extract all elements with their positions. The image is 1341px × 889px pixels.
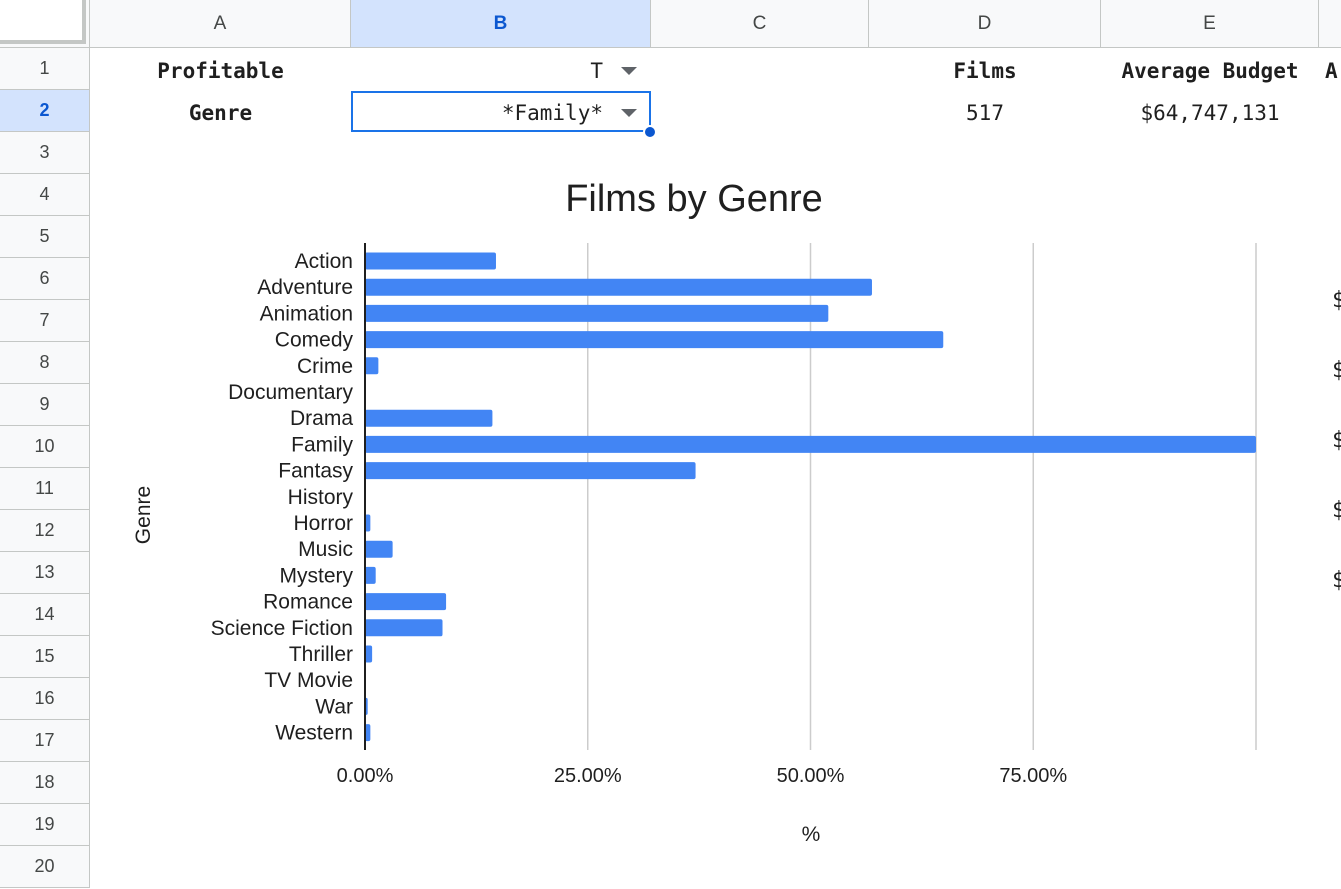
x-tick-label: 50.00% bbox=[777, 765, 845, 787]
column-header-d[interactable]: D bbox=[869, 0, 1101, 48]
offscreen-label-fragment: $ bbox=[1332, 568, 1341, 593]
bar-science-fiction[interactable] bbox=[365, 619, 443, 637]
category-label: Horror bbox=[293, 512, 353, 535]
row-header-5[interactable]: 5 bbox=[0, 216, 90, 258]
category-label: TV Movie bbox=[264, 669, 353, 692]
category-label: Documentary bbox=[228, 381, 353, 404]
category-label: Science Fiction bbox=[211, 617, 353, 640]
category-label: Western bbox=[275, 722, 353, 745]
category-label: Music bbox=[298, 538, 353, 561]
row-header-18[interactable]: 18 bbox=[0, 762, 90, 804]
column-header-e[interactable]: E bbox=[1101, 0, 1319, 48]
category-label: Drama bbox=[290, 407, 353, 430]
bar-fantasy[interactable] bbox=[365, 462, 696, 480]
fill-handle[interactable] bbox=[643, 125, 657, 139]
row-header-3[interactable]: 3 bbox=[0, 132, 90, 174]
row-header-10[interactable]: 10 bbox=[0, 426, 90, 468]
column-header-b[interactable]: B bbox=[351, 0, 651, 48]
bar-war[interactable] bbox=[365, 697, 368, 715]
bar-thriller[interactable] bbox=[365, 645, 373, 663]
row-header-9[interactable]: 9 bbox=[0, 384, 90, 426]
bar-crime[interactable] bbox=[365, 357, 379, 375]
offscreen-label-fragment: $ bbox=[1332, 288, 1341, 313]
cell-b2[interactable]: *Family* bbox=[351, 92, 651, 134]
row-header-15[interactable]: 15 bbox=[0, 636, 90, 678]
cell-d2[interactable]: 517 bbox=[966, 101, 1004, 125]
cell-a2[interactable]: Genre bbox=[188, 101, 253, 125]
bar-animation[interactable] bbox=[365, 304, 829, 322]
bar-drama[interactable] bbox=[365, 409, 493, 427]
row-header-4[interactable]: 4 bbox=[0, 174, 90, 216]
offscreen-label-fragment: $ bbox=[1332, 498, 1341, 523]
row-header-2[interactable]: 2 bbox=[0, 90, 90, 132]
cell-e2[interactable]: $64,747,131 bbox=[1140, 101, 1280, 125]
dropdown-arrow-icon[interactable] bbox=[621, 67, 637, 75]
bar-action[interactable] bbox=[365, 252, 496, 270]
cell-a1[interactable]: Profitable bbox=[157, 59, 284, 83]
bar-comedy[interactable] bbox=[365, 331, 944, 349]
category-label: Comedy bbox=[275, 329, 354, 352]
bar-family[interactable] bbox=[365, 435, 1256, 453]
category-label: Romance bbox=[263, 591, 353, 614]
row-header-12[interactable]: 12 bbox=[0, 510, 90, 552]
bar-romance[interactable] bbox=[365, 593, 447, 611]
category-label: War bbox=[315, 695, 353, 718]
cell-f1[interactable]: A bbox=[1325, 59, 1338, 83]
category-label: Adventure bbox=[257, 276, 353, 299]
cell-e1[interactable]: Average Budget bbox=[1121, 59, 1299, 83]
row-header-14[interactable]: 14 bbox=[0, 594, 90, 636]
category-label: History bbox=[288, 486, 354, 509]
row-header-19[interactable]: 19 bbox=[0, 804, 90, 846]
row-header-8[interactable]: 8 bbox=[0, 342, 90, 384]
row-header-6[interactable]: 6 bbox=[0, 258, 90, 300]
category-label: Animation bbox=[260, 302, 353, 325]
select-all-corner[interactable] bbox=[0, 0, 90, 48]
row-header-1[interactable]: 1 bbox=[0, 48, 90, 90]
row-header-13[interactable]: 13 bbox=[0, 552, 90, 594]
cell-b1-value: T bbox=[590, 59, 603, 83]
bar-horror[interactable] bbox=[365, 514, 371, 532]
category-label: Crime bbox=[297, 355, 353, 378]
cell-b2-value: *Family* bbox=[501, 101, 603, 125]
chart-title: Films by Genre bbox=[565, 178, 823, 220]
active-cell-selection bbox=[351, 91, 651, 132]
row-header-16[interactable]: 16 bbox=[0, 678, 90, 720]
offscreen-label-fragment: $ bbox=[1332, 358, 1341, 383]
row-header-20[interactable]: 20 bbox=[0, 846, 90, 888]
category-label: Mystery bbox=[280, 564, 354, 587]
column-header-c[interactable]: C bbox=[651, 0, 869, 48]
bar-music[interactable] bbox=[365, 540, 393, 558]
category-label: Fantasy bbox=[278, 460, 353, 483]
x-tick-label: 0.00% bbox=[337, 765, 394, 787]
bar-adventure[interactable] bbox=[365, 278, 872, 296]
corner-inner bbox=[0, 0, 86, 44]
category-label: Thriller bbox=[289, 643, 353, 666]
cell-b1[interactable]: T bbox=[351, 50, 651, 92]
column-header-a[interactable]: A bbox=[90, 0, 351, 48]
x-tick-label: 75.00% bbox=[999, 765, 1067, 787]
row-header-7[interactable]: 7 bbox=[0, 300, 90, 342]
category-label: Family bbox=[291, 433, 353, 456]
chart-y-axis-title: Genre bbox=[132, 486, 155, 544]
dropdown-arrow-icon[interactable] bbox=[621, 109, 637, 117]
category-label: Action bbox=[295, 250, 353, 273]
bar-western[interactable] bbox=[365, 724, 371, 742]
bar-mystery[interactable] bbox=[365, 566, 376, 584]
row-header-17[interactable]: 17 bbox=[0, 720, 90, 762]
offscreen-label-fragment: $ bbox=[1332, 428, 1341, 453]
x-tick-label: 25.00% bbox=[554, 765, 622, 787]
cell-d1[interactable]: Films bbox=[953, 59, 1017, 83]
chart-x-axis-title: % bbox=[802, 823, 821, 846]
row-header-11[interactable]: 11 bbox=[0, 468, 90, 510]
column-header-f[interactable] bbox=[1319, 0, 1341, 48]
